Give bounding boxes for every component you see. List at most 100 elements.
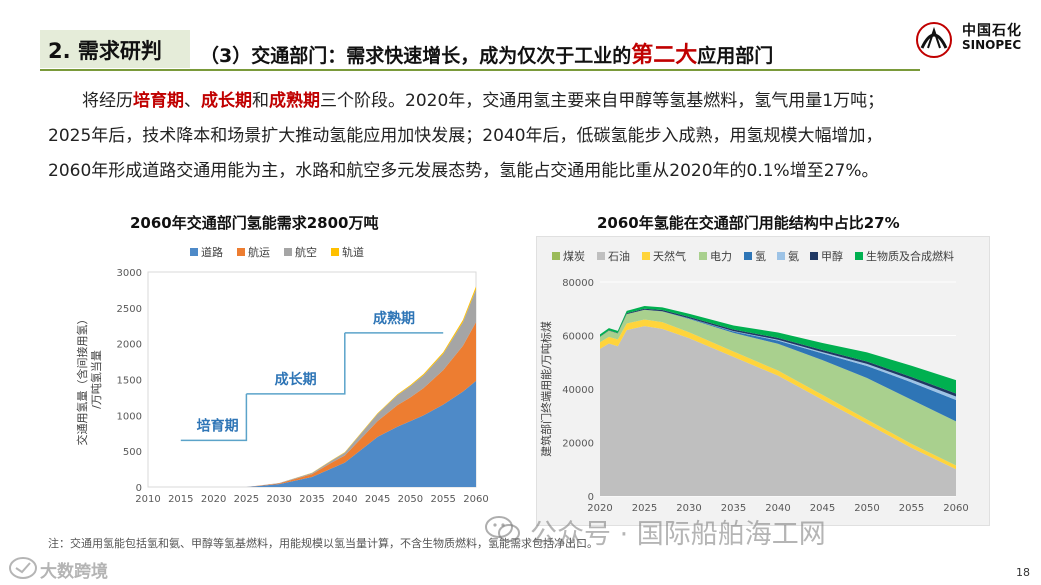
legend-label: 石油: [608, 249, 630, 263]
slide-title: （3）交通部门：需求快速增长，成为仅次于工业的第二大应用部门: [200, 37, 773, 69]
x-tick-label: 2045: [810, 503, 835, 514]
area-series-道路: [246, 380, 476, 487]
y-tick-label: 0: [136, 483, 142, 494]
y-axis-label-unit: /万吨氢当量: [89, 350, 103, 409]
area-series-石油: [600, 326, 956, 496]
legend-swatch: [284, 248, 292, 256]
legend-label: 煤炭: [563, 250, 585, 263]
y-tick-label: 3000: [117, 268, 142, 279]
x-tick-label: 2020: [587, 503, 612, 514]
paragraph-line-2: 2025年后，技术降本和场景扩大推动氢能应用加快发展；2040年后，低碳氢能步入…: [48, 126, 883, 146]
x-tick-label: 2055: [430, 494, 455, 505]
legend-label: 氢: [755, 249, 766, 263]
area-series-航运: [246, 322, 476, 487]
legend-label: 航空: [295, 245, 317, 259]
x-tick-label: 2035: [299, 494, 324, 505]
legend-swatch: [777, 252, 785, 260]
watermark-brand: 大数跨境: [40, 562, 108, 582]
legend-label: 氨: [788, 250, 799, 263]
x-tick-label: 2025: [234, 494, 259, 505]
logo-text-en: SINOPEC: [962, 38, 1022, 52]
legend-swatch: [552, 252, 560, 260]
y-tick-label: 60000: [562, 332, 594, 343]
legend-label: 生物质及合成燃料: [866, 249, 954, 263]
legend-swatch: [699, 252, 707, 260]
paragraph-line-1: 将经历培育期、成长期和成熟期三个阶段。2020年，交通用氢主要来自甲醇等氢基燃料…: [48, 84, 1008, 119]
title-suffix: 应用部门: [697, 45, 774, 67]
legend-swatch: [642, 252, 650, 260]
legend-swatch: [855, 252, 863, 260]
y-tick-label: 20000: [562, 439, 594, 450]
legend-swatch: [237, 248, 245, 256]
legend-swatch: [744, 252, 752, 260]
legend-label: 道路: [201, 245, 223, 259]
title-divider: [40, 69, 920, 71]
legend-label: 轨道: [342, 245, 364, 259]
y-axis-label: 交通用氢量（含间接用氢）: [75, 314, 89, 446]
phase-cultivation-text: 培育期: [133, 91, 184, 111]
slide-header: 2. 需求研判 （3）交通部门：需求快速增长，成为仅次于工业的第二大应用部门 中…: [0, 0, 1041, 72]
y-tick-label: 500: [123, 447, 142, 458]
x-tick-label: 2055: [899, 503, 924, 514]
phase-step-line: [246, 332, 346, 395]
legend-swatch: [331, 248, 339, 256]
x-tick-label: 2020: [201, 494, 226, 505]
legend-label: 电力: [710, 250, 732, 263]
wechat-icon: [485, 516, 520, 542]
y-tick-label: 0: [588, 492, 594, 503]
legend-label: 甲醇: [821, 249, 843, 263]
y-tick-label: 40000: [562, 385, 594, 396]
phase-mature-text: 成熟期: [269, 91, 320, 111]
phase-step-line: [180, 393, 248, 442]
title-highlight: 第二大: [631, 43, 698, 68]
x-tick-label: 2060: [943, 503, 968, 514]
intro-paragraph: 将经历培育期、成长期和成熟期三个阶段。2020年，交通用氢主要来自甲醇等氢基燃料…: [48, 84, 1008, 189]
phase-label: 成熟期: [373, 310, 415, 327]
y-tick-label: 2000: [117, 340, 142, 351]
area-series-电力: [600, 309, 956, 466]
x-tick-label: 2050: [854, 503, 879, 514]
x-tick-label: 2030: [676, 503, 701, 514]
y-tick-label: 80000: [562, 278, 594, 289]
section-label-box: [40, 30, 190, 68]
sinopec-logo-icon: [916, 22, 952, 58]
watermark-logo-icon: [9, 557, 37, 579]
text-run: 将经历: [82, 91, 133, 111]
y-axis-label: 建筑部门终端用能/万吨标煤: [539, 321, 553, 457]
y-tick-label: 2500: [117, 304, 142, 315]
watermark-text: 公众号 · 国际船舶海工网: [530, 519, 826, 550]
left-chart-title: 2060年交通部门氢能需求2800万吨: [130, 214, 379, 232]
x-tick-label: 2030: [266, 494, 291, 505]
legend-label: 航运: [248, 245, 270, 259]
text-run: 和: [252, 91, 269, 111]
title-prefix: （3）交通部门：需求快速增长，成为仅次于工业的: [200, 45, 632, 67]
y-tick-label: 1500: [117, 376, 142, 387]
paragraph-line-3: 2060年形成道路交通用能为主，水路和航空多元发展态势，氢能占交通用能比重从20…: [48, 161, 879, 181]
text-run: 三个阶段。2020年，交通用氢主要来自甲醇等氢基燃料，氢气用量1万吨；: [320, 91, 885, 111]
x-tick-label: 2045: [365, 494, 390, 505]
x-tick-label: 2010: [135, 494, 160, 505]
phase-growth-text: 成长期: [201, 91, 252, 111]
x-tick-label: 2040: [765, 503, 790, 514]
legend-swatch: [597, 252, 605, 260]
legend-swatch: [190, 248, 198, 256]
phase-label: 培育期: [197, 417, 239, 434]
x-tick-label: 2050: [398, 494, 423, 505]
logo-text-cn: 中国石化: [962, 23, 1022, 39]
section-label: 2. 需求研判: [48, 39, 162, 63]
energy-structure-chart: 0 20000 40000 60000 80000 2020 2025 2030 2035 204…: [539, 249, 969, 514]
hydrogen-demand-chart: 0 500 1000 1500 2000 2500 3000 2010 2015 2020 2025…: [75, 245, 489, 505]
phase-label: 成长期: [275, 371, 317, 388]
x-tick-label: 2060: [463, 494, 488, 505]
right-chart-title: 2060年氢能在交通部门用能结构中占比27%: [597, 214, 900, 232]
text-run: 、: [184, 91, 201, 111]
x-tick-label: 2040: [332, 494, 357, 505]
footnote: 注：交通用氢能包括氢和氨、甲醇等氢基燃料，用能规模以氢当量计算，不含生物质燃料，…: [48, 537, 598, 550]
legend-label: 天然气: [653, 249, 686, 263]
legend-swatch: [810, 252, 818, 260]
page-number: 18: [1016, 566, 1030, 579]
y-tick-label: 1000: [117, 411, 142, 422]
x-tick-label: 2035: [721, 503, 746, 514]
x-tick-label: 2025: [632, 503, 657, 514]
x-tick-label: 2015: [168, 494, 193, 505]
